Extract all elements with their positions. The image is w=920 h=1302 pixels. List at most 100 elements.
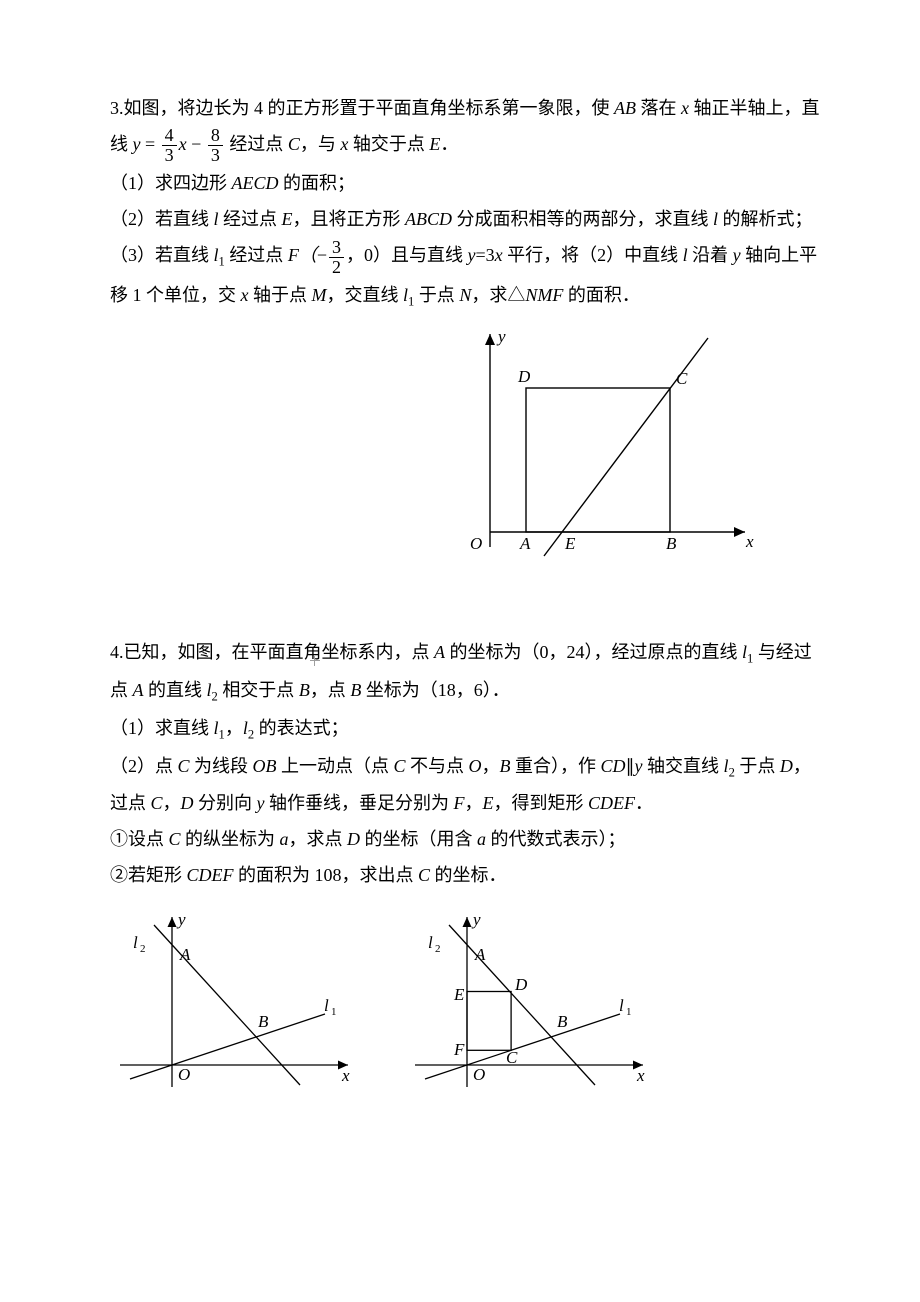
- text: ②若矩形: [110, 865, 187, 885]
- text: 重合），作: [511, 756, 601, 776]
- num: 8: [208, 126, 223, 146]
- label-C: C: [676, 369, 688, 388]
- var-D: D: [780, 756, 793, 776]
- var-D: D: [181, 793, 194, 813]
- label-D: D: [517, 367, 531, 386]
- text: ．: [440, 134, 458, 154]
- label-O: O: [178, 1065, 190, 1084]
- text: 4.已知，如图，在平面直角坐标系内，点: [110, 642, 434, 662]
- label-y: y: [471, 910, 481, 929]
- text: 的面积为 108，求出点: [234, 865, 419, 885]
- label-D: D: [514, 975, 528, 994]
- text: ，点: [310, 680, 351, 700]
- triangle: △: [507, 285, 525, 305]
- label-A: A: [519, 534, 531, 553]
- label-l1s: 1: [331, 1006, 337, 1018]
- var-E: E: [429, 134, 440, 154]
- var-CDEF: CDEF: [588, 793, 635, 813]
- text: 平行，将（2）中直线: [503, 245, 683, 265]
- var-x: x: [681, 98, 689, 118]
- text: ，求点: [289, 829, 348, 849]
- page-center-mark: [310, 656, 320, 666]
- p4-q1: （1）求直线 l1，l2 的表达式；: [110, 710, 820, 748]
- label-l2s: 2: [435, 943, 441, 955]
- var-NMF: NMF: [525, 285, 563, 305]
- text: 的面积．: [563, 285, 640, 305]
- text: 经过点: [219, 209, 282, 229]
- label-E: E: [564, 534, 576, 553]
- eq-3: =3: [475, 245, 494, 265]
- text: 的表达式；: [254, 718, 349, 738]
- text: （2）若直线: [110, 209, 214, 229]
- p3-q3: （3）若直线 l1 经过点 F（−32，0）且与直线 y=3x 平行，将（2）中…: [110, 237, 820, 314]
- p4-figure-right: y x O A B E D F C l 2 l 1: [405, 905, 665, 1105]
- p4-figures: y x O A B l 2 l 1 y x O A: [110, 905, 820, 1117]
- var-a: a: [477, 829, 486, 849]
- p4-q21: ①设点 C 的纵坐标为 a，求点 D 的坐标（用含 a 的代数式表示）；: [110, 821, 820, 857]
- text: 的解析式；: [718, 209, 813, 229]
- text: 的直线: [144, 680, 207, 700]
- var-M: M: [312, 285, 327, 305]
- p4-figure-left: y x O A B l 2 l 1: [110, 905, 370, 1105]
- text: 轴作垂线，垂足分别为: [265, 793, 454, 813]
- label-y: y: [176, 910, 186, 929]
- text: ，得到矩形: [494, 793, 589, 813]
- p3-q2: （2）若直线 l 经过点 E，且将正方形 ABCD 分成面积相等的两部分，求直线…: [110, 201, 820, 237]
- label-A: A: [179, 945, 191, 964]
- text: 落在: [636, 98, 681, 118]
- text: 于点: [414, 285, 459, 305]
- label-l2: l: [428, 933, 433, 952]
- text: 的坐标（用含: [360, 829, 477, 849]
- label-A: A: [474, 945, 486, 964]
- label-l1: l: [619, 996, 624, 1015]
- var-B: B: [350, 680, 361, 700]
- problem-3: 3.如图，将边长为 4 的正方形置于平面直角坐标系第一象限，使 AB 落在 x …: [110, 90, 820, 584]
- den: 3: [208, 146, 223, 165]
- p3-figure: O A E B D C x y: [450, 322, 760, 572]
- label-l1: l: [324, 996, 329, 1015]
- var-y: y: [635, 756, 643, 776]
- label-O: O: [473, 1065, 485, 1084]
- p4-q2: （2）点 C 为线段 OB 上一动点（点 C 不与点 O，B 重合），作 CD∥…: [110, 748, 820, 822]
- var-A: A: [133, 680, 144, 700]
- eq-equals: =: [145, 134, 155, 154]
- text: 轴于点: [249, 285, 312, 305]
- label-l2: l: [133, 933, 138, 952]
- problem-4: 4.已知，如图，在平面直角坐标系内，点 A 的坐标为（0，24），经过原点的直线…: [110, 634, 820, 1117]
- text: 的坐标为（0，24），经过原点的直线: [445, 642, 742, 662]
- var-E: E: [282, 209, 293, 229]
- var-C: C: [418, 865, 430, 885]
- p3-q1: （1）求四边形 AECD 的面积；: [110, 165, 820, 201]
- var-C: C: [151, 793, 163, 813]
- p4-q22: ②若矩形 CDEF 的面积为 108，求出点 C 的坐标．: [110, 857, 820, 893]
- text: 轴交于点: [348, 134, 429, 154]
- var-y: y: [733, 245, 741, 265]
- neg: −: [317, 245, 327, 265]
- var-a: a: [280, 829, 289, 849]
- text: 坐标为（18，6）．: [361, 680, 510, 700]
- text: 轴交直线: [643, 756, 724, 776]
- text: 相交于点: [218, 680, 299, 700]
- var-N: N: [459, 285, 471, 305]
- fraction-3-2: 32: [329, 238, 344, 277]
- text: ，求: [471, 285, 507, 305]
- label-B: B: [258, 1012, 269, 1031]
- label-O: O: [470, 534, 482, 553]
- text: 沿着: [688, 245, 733, 265]
- text: 3.如图，将边长为 4 的正方形置于平面直角坐标系第一象限，使: [110, 98, 614, 118]
- parallel: ∥: [626, 756, 635, 776]
- label-B: B: [666, 534, 677, 553]
- label-F: F: [453, 1040, 465, 1059]
- label-E: E: [453, 985, 465, 1004]
- label-x: x: [341, 1066, 350, 1085]
- p4-stem: 4.已知，如图，在平面直角坐标系内，点 A 的坐标为（0，24），经过原点的直线…: [110, 634, 820, 710]
- var-B: B: [299, 680, 310, 700]
- text: ，: [465, 793, 483, 813]
- var-C: C: [178, 756, 190, 776]
- den: 3: [162, 146, 177, 165]
- minus: −: [191, 134, 201, 154]
- var-CDEF: CDEF: [187, 865, 234, 885]
- text: 经过点: [225, 134, 288, 154]
- text: 为线段: [190, 756, 253, 776]
- text: （1）求直线: [110, 718, 214, 738]
